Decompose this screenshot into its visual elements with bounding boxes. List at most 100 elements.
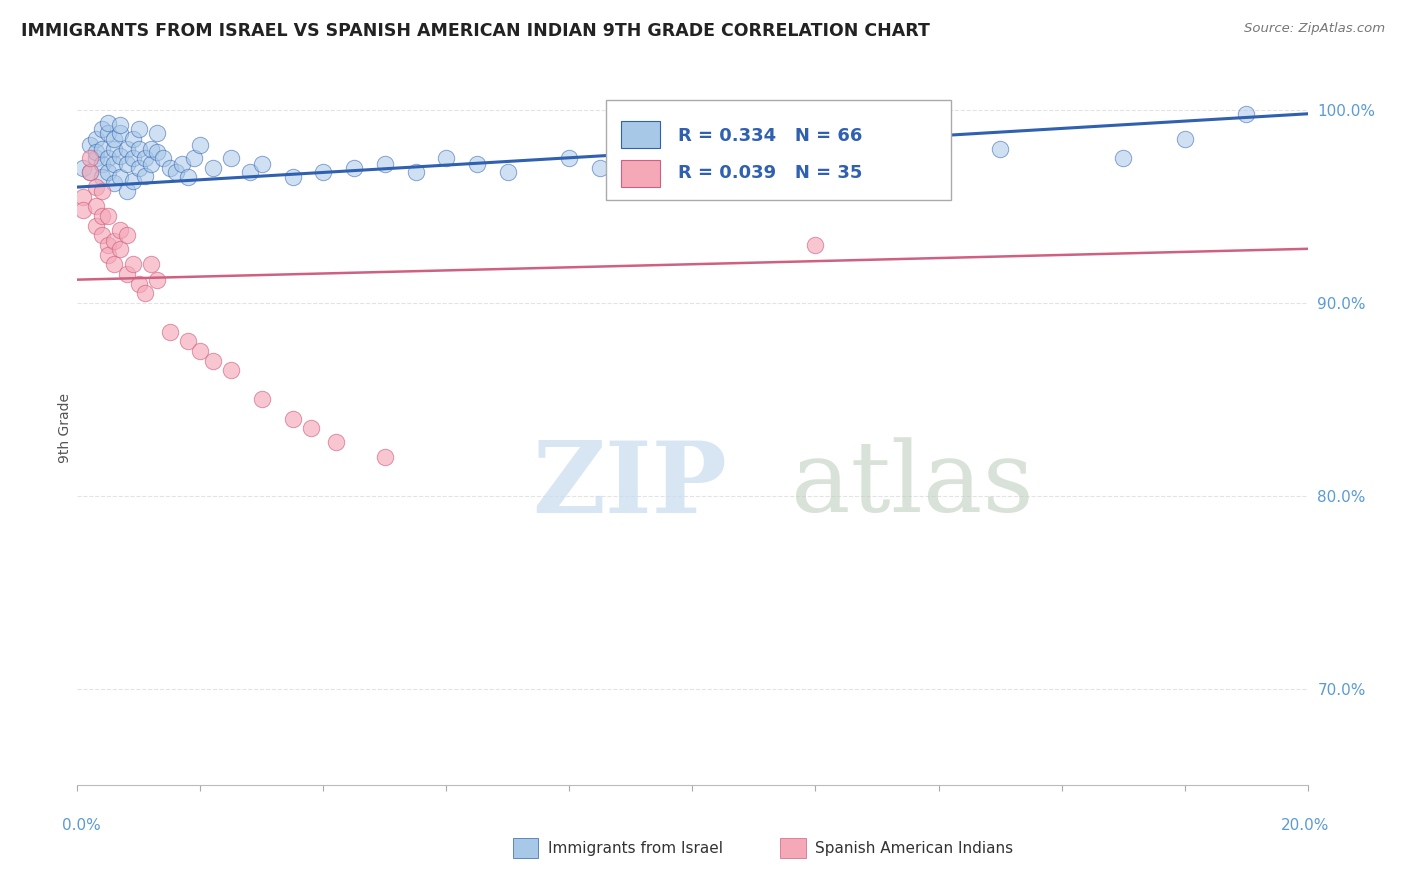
Point xyxy=(219,151,242,165)
Point xyxy=(1234,107,1257,121)
Point xyxy=(146,145,169,160)
Point xyxy=(128,277,150,291)
Point xyxy=(97,238,120,252)
Text: 20.0%: 20.0% xyxy=(1281,819,1329,833)
Point xyxy=(115,141,138,155)
Point xyxy=(90,157,114,171)
Point xyxy=(436,151,458,165)
Point xyxy=(141,257,163,271)
Point xyxy=(110,222,132,236)
Point xyxy=(110,126,132,140)
Point xyxy=(299,421,322,435)
Point xyxy=(343,161,366,175)
Point xyxy=(97,164,120,178)
Point xyxy=(141,157,163,171)
Point xyxy=(201,161,224,175)
Text: IMMIGRANTS FROM ISRAEL VS SPANISH AMERICAN INDIAN 9TH GRADE CORRELATION CHART: IMMIGRANTS FROM ISRAEL VS SPANISH AMERIC… xyxy=(21,22,929,40)
Point xyxy=(97,247,120,261)
Point xyxy=(115,157,138,171)
Point xyxy=(90,122,114,136)
Point xyxy=(742,157,765,171)
Point xyxy=(804,238,827,252)
Point xyxy=(159,325,181,339)
Point xyxy=(188,344,212,359)
Point xyxy=(312,164,335,178)
Point xyxy=(115,184,138,198)
Point xyxy=(84,199,107,213)
Point xyxy=(134,169,156,183)
Point xyxy=(115,228,138,243)
Point xyxy=(589,161,612,175)
Point xyxy=(170,157,193,171)
Point xyxy=(325,434,347,449)
Point xyxy=(496,164,519,178)
Point xyxy=(146,126,169,140)
Point xyxy=(128,161,150,175)
Point xyxy=(79,164,101,178)
Point xyxy=(177,170,200,185)
Point xyxy=(79,164,101,178)
Point xyxy=(177,334,200,349)
Point xyxy=(121,151,143,165)
Point xyxy=(165,164,187,178)
Point xyxy=(103,257,125,271)
Point xyxy=(110,119,132,133)
Y-axis label: 9th Grade: 9th Grade xyxy=(58,393,72,463)
Point xyxy=(90,141,114,155)
Point xyxy=(866,151,889,165)
Point xyxy=(110,242,132,256)
Point xyxy=(121,257,143,271)
Point xyxy=(146,273,169,287)
Point xyxy=(103,157,125,171)
Point xyxy=(84,219,107,233)
Point xyxy=(103,234,125,248)
Point xyxy=(188,137,212,152)
Point xyxy=(128,141,150,155)
Point xyxy=(90,209,114,223)
Text: R = 0.334   N = 66: R = 0.334 N = 66 xyxy=(678,127,862,145)
Point xyxy=(97,151,120,165)
Point xyxy=(84,180,107,194)
Point xyxy=(79,151,101,165)
Point xyxy=(90,228,114,243)
Point xyxy=(97,209,120,223)
Point xyxy=(72,161,94,175)
Point xyxy=(79,137,101,152)
Point xyxy=(84,151,107,165)
Point xyxy=(90,184,114,198)
Point xyxy=(103,176,125,190)
Point xyxy=(97,126,120,140)
Point xyxy=(110,170,132,185)
Point xyxy=(134,286,156,301)
Point xyxy=(103,141,125,155)
Point xyxy=(115,267,138,281)
Point xyxy=(558,151,581,165)
Point xyxy=(219,363,242,377)
Point xyxy=(72,190,94,204)
Point xyxy=(239,164,262,178)
Point xyxy=(141,141,163,155)
Point xyxy=(201,353,224,368)
Point xyxy=(682,151,704,165)
Point xyxy=(121,132,143,146)
Point xyxy=(620,157,643,171)
Text: atlas: atlas xyxy=(792,437,1033,533)
Point xyxy=(374,157,396,171)
Point xyxy=(84,145,107,160)
FancyBboxPatch shape xyxy=(621,160,661,187)
Point xyxy=(1174,132,1197,146)
Point xyxy=(405,164,427,178)
Point xyxy=(128,122,150,136)
Point xyxy=(250,157,273,171)
Text: ZIP: ZIP xyxy=(533,437,727,533)
Point xyxy=(152,151,174,165)
Text: Immigrants from Israel: Immigrants from Israel xyxy=(548,841,723,855)
Point xyxy=(988,141,1011,155)
Text: Source: ZipAtlas.com: Source: ZipAtlas.com xyxy=(1244,22,1385,36)
Point xyxy=(281,411,304,425)
Point xyxy=(103,132,125,146)
Text: 0.0%: 0.0% xyxy=(62,819,101,833)
Point xyxy=(134,151,156,165)
Point xyxy=(84,132,107,146)
Point xyxy=(465,157,488,171)
